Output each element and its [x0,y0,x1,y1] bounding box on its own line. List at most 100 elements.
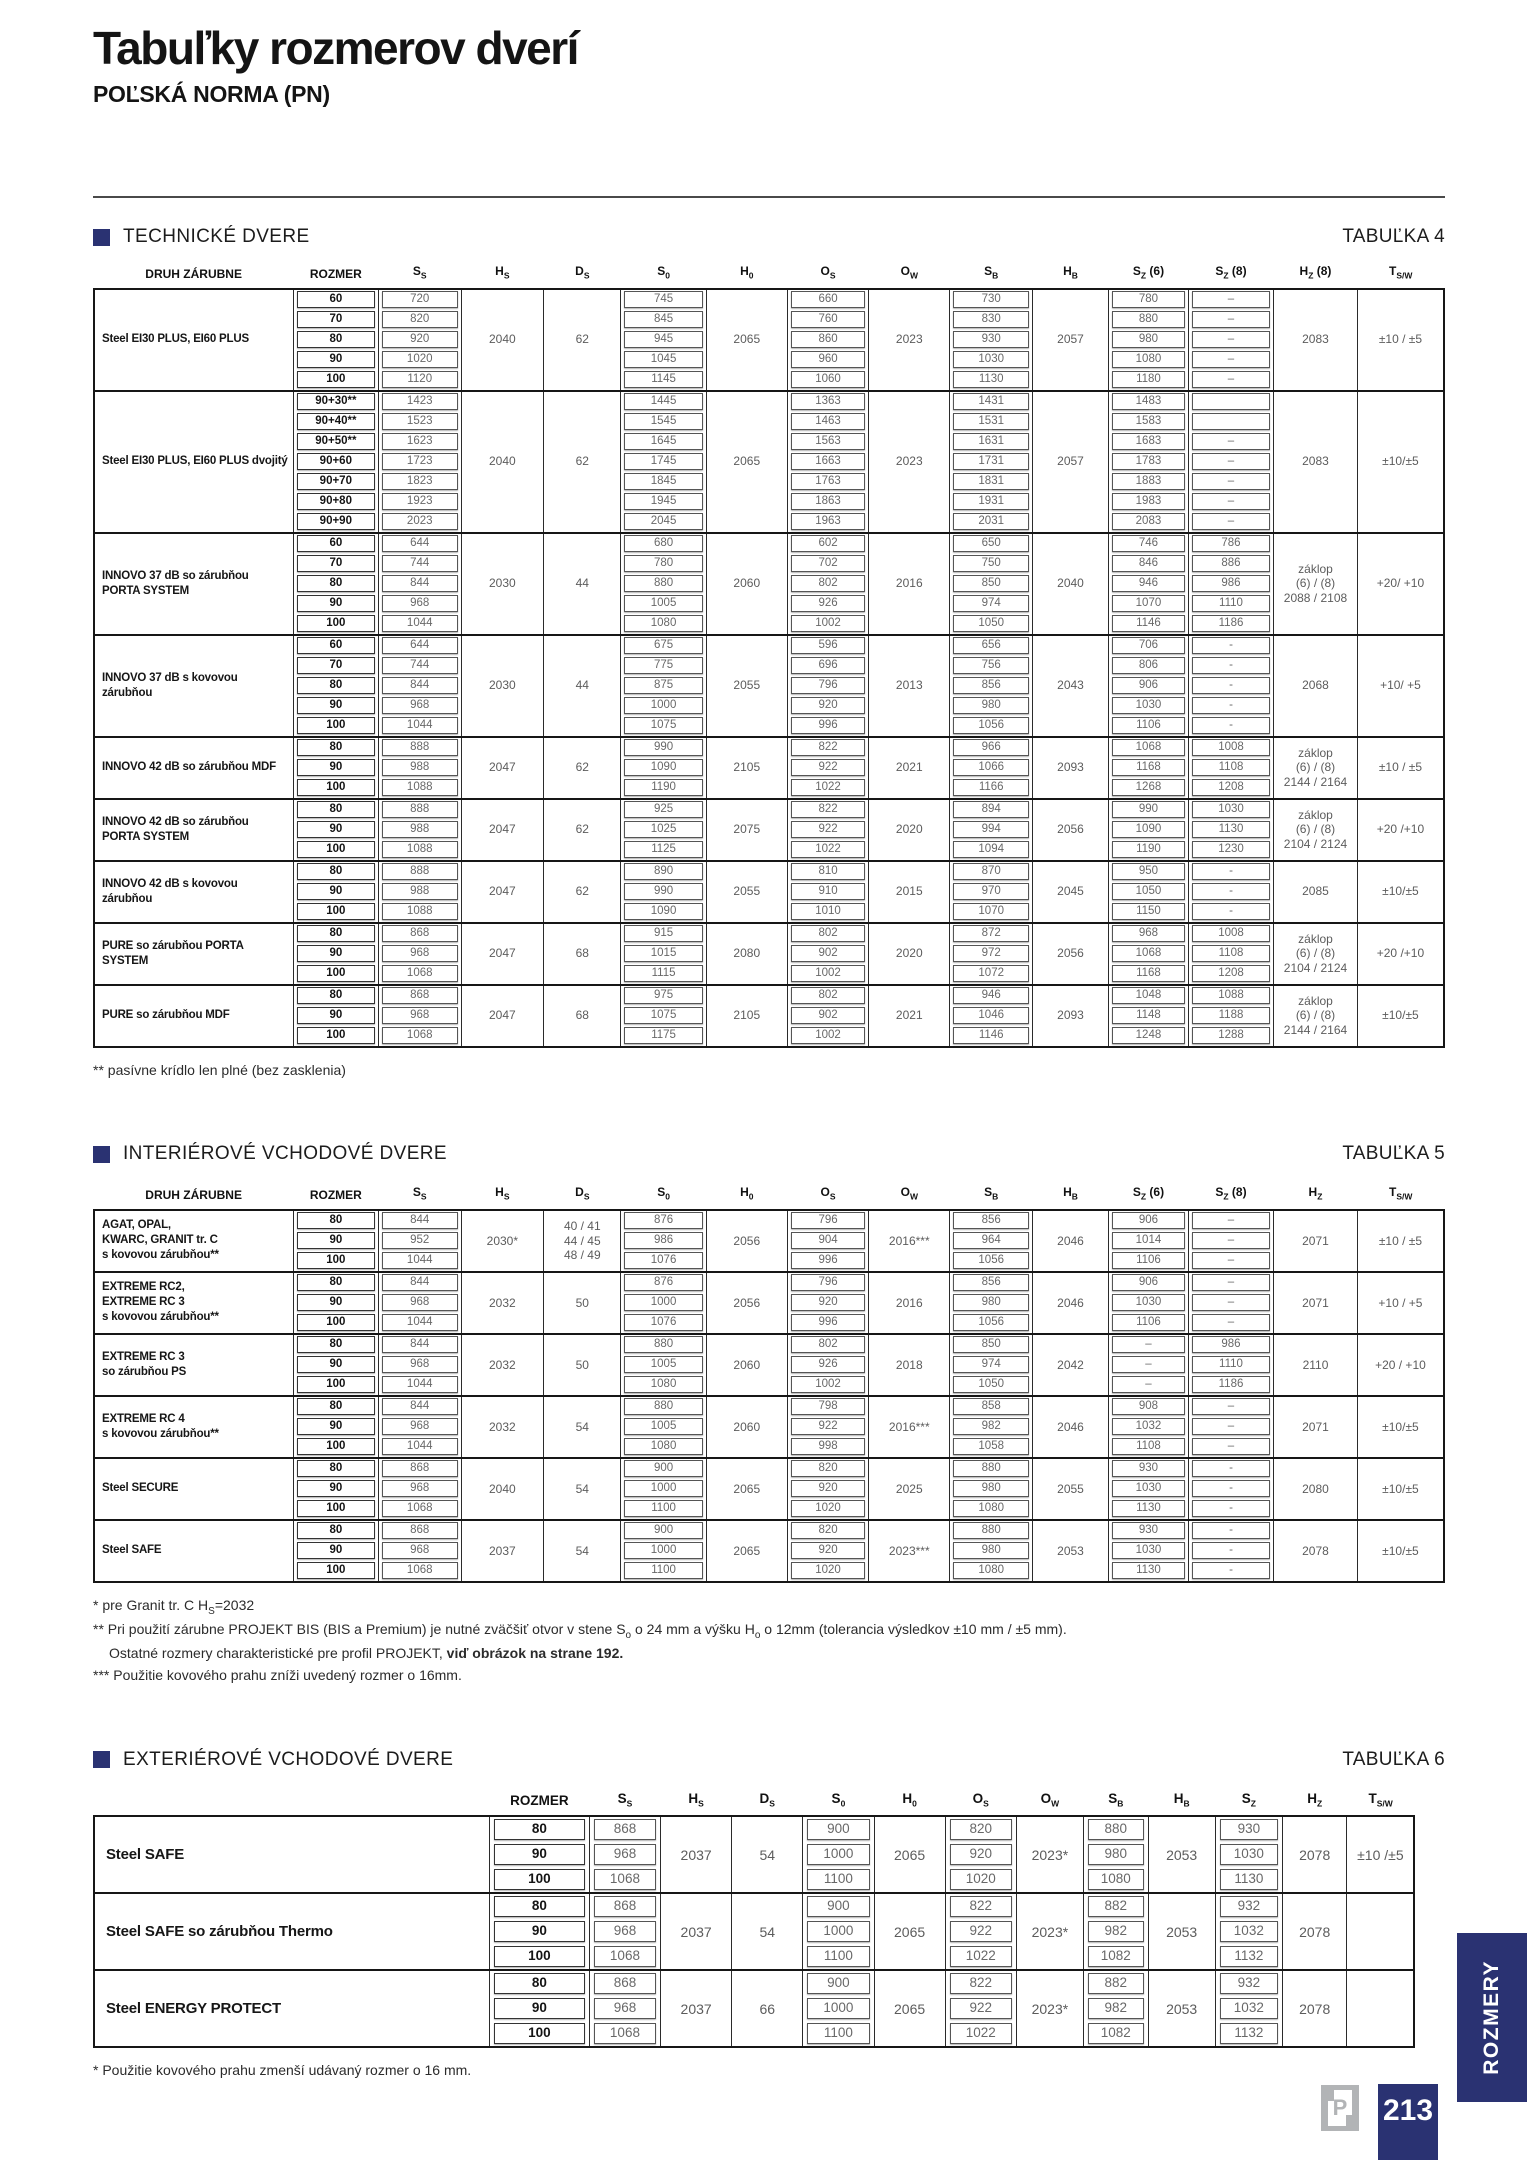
cell-os: 1020 [786,1560,870,1582]
value-box: 696 [790,657,866,675]
cell-s0: 675 [620,634,707,656]
cell-rozmer: 100 [292,1025,379,1047]
cell-sb: 1030 [949,349,1034,370]
cell-ss: 720 [377,288,462,310]
value-box: 1066 [953,759,1030,777]
value-box: 876 [624,1274,703,1292]
merged-cell-hb: 2046 [1032,1209,1109,1272]
cell-ss: 968 [377,593,462,614]
value-box: 1125 [624,841,703,859]
value-box: 988 [381,759,458,777]
value-box: 880 [953,1460,1030,1478]
cell-sz8: - [1187,901,1275,923]
value-box: 1000 [624,1542,703,1560]
value-box: 644 [381,637,458,655]
cell-ss: 1088 [377,901,462,923]
merged-cell-hz: 2078 [1281,1893,1348,1971]
value-box: 1050 [953,1376,1030,1394]
merged-cell-ow: 2016*** [868,1209,951,1272]
value-box: 910 [790,883,866,901]
value-box: 1130 [1191,821,1271,839]
cell-sz8: – [1187,1271,1275,1293]
value-box: 2083 [1112,513,1185,531]
cell-sb: 930 [949,329,1034,350]
value-box: 930 [1219,1819,1278,1841]
row-group-label: INNOVO 42 dB s kovovou zárubňou [93,860,294,923]
cell-sz6: 1106 [1108,1250,1189,1272]
cell-rozmer: 90+80 [292,491,379,512]
cell-sz8: – [1187,491,1275,512]
value-box: - [1191,863,1271,881]
table-row: 90+90 2023 2045 1963 2031 2083– [94,511,1444,533]
cell-sb: 1050 [949,613,1034,635]
merged-cell-ds: 54 [543,1519,622,1582]
cell-s0: 1025 [620,819,707,840]
value-box: 982 [953,1418,1030,1436]
value-box: 802 [790,925,866,943]
value-box: 60 [296,291,375,309]
cell-sz6: 908 [1108,1395,1189,1417]
page-subtitle: POĽSKÁ NORMA (PN) [93,81,330,108]
value-box: - [1191,657,1271,675]
cell-rozmer: 90 [292,943,379,964]
value-box: 1068 [1112,739,1185,757]
cell-sz8: 786 [1187,532,1275,554]
cell-sb: 870 [949,860,1034,882]
value-box: 1100 [807,1869,870,1891]
value-box: - [1191,717,1271,735]
merged-cell-hs: 2037 [660,1893,733,1971]
cell-rozmer: 100 [292,369,379,391]
value-box: 1623 [381,433,458,451]
column-header-rozmer: ROZMER [309,1187,362,1202]
value-box: 90 [296,697,375,715]
value-box: 982 [1088,1998,1144,2020]
value-box: 1068 [381,1027,458,1045]
table-group: PURE so zárubňou MDF 80 868 2047 68 975 2105 80… [93,984,1445,1047]
cell-sb: 982 [949,1416,1034,1437]
cell-s0: 1100 [802,1944,875,1971]
cell-sz6: 806 [1108,655,1189,676]
cell-s0: 1000 [620,1292,707,1313]
cell-os: 920 [944,1842,1017,1868]
merged-cell-t: +20/ +10 [1356,532,1445,635]
merged-cell-hs: 2030 [460,634,545,737]
table-row: 100 1068 1100 1022 1082 1132 [94,2021,1414,2048]
cell-sz8: 1288 [1187,1025,1275,1047]
value-box: 1044 [381,1314,458,1332]
merged-cell-hb: 2045 [1032,860,1109,923]
merged-cell-hz: 2078 [1273,1519,1358,1582]
cell-sb: 1531 [949,411,1034,432]
value-box: 906 [1112,1212,1185,1230]
table-row: 90 968 1000 920 980 1030 [94,1842,1414,1868]
cell-sb: 1431 [949,390,1034,412]
value-box: 1000 [807,1844,870,1866]
table-row: 90 952 986 904 964 1014– [94,1230,1444,1251]
value-box: 1723 [381,453,458,471]
value-box: 1022 [949,2023,1012,2045]
value-box: 980 [953,1542,1030,1560]
cell-sz6: 1168 [1108,757,1189,778]
merged-cell-hs: 2040 [460,390,545,533]
cell-sz6: 1080 [1108,349,1189,370]
cell-sz8: 1208 [1187,963,1275,985]
cell-s0: 1145 [620,369,707,391]
merged-cell-h0: 2060 [705,1395,788,1458]
table-row: 100 1044 1080 1002 1050 –1186 [94,1374,1444,1396]
cell-sz8: - [1187,695,1275,716]
value-box: 1168 [1112,965,1185,983]
table-group: EXTREME RC 3 so zárubňou PS 80 844 2032 50 880… [93,1333,1445,1396]
cell-sz8: – [1187,1250,1275,1272]
value-box: 906 [1112,677,1185,695]
value-box: 1005 [624,1356,703,1374]
cell-sz8: – [1187,1209,1275,1231]
merged-cell-hb: 2053 [1147,1893,1216,1971]
value-box: 1130 [1112,1500,1185,1518]
cell-rozmer: 80 [488,1970,590,1997]
value-box: 830 [953,311,1030,329]
value-box: 952 [381,1232,458,1250]
value-box: 968 [381,1356,458,1374]
value-box: 80 [296,801,375,819]
cell-rozmer: 80 [292,329,379,350]
merged-cell-hs: 2047 [460,984,545,1047]
cell-sb: 894 [949,798,1034,820]
